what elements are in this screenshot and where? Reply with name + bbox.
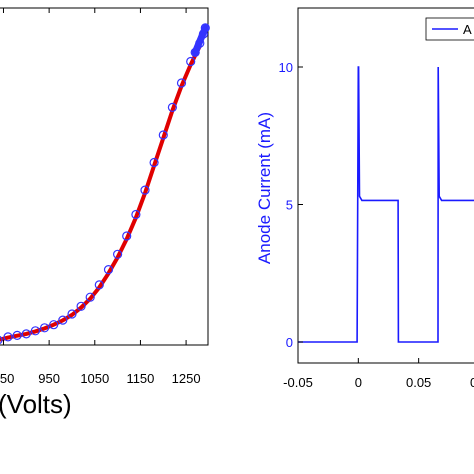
data-marker	[49, 320, 59, 330]
data-marker	[39, 323, 50, 333]
left-chart: 850 950 1050 1150 1250 (Volts)	[0, 7, 210, 419]
x-tick-label: 0	[355, 375, 362, 390]
y-tick-label: 0	[286, 335, 293, 350]
right-x-ticks: -0.05 0 0.05 0.1	[283, 358, 474, 390]
x-tick-label: 1250	[172, 371, 201, 386]
left-fit-layer	[0, 45, 202, 342]
y-tick-label: 10	[279, 60, 293, 75]
right-plot-frame	[297, 7, 474, 364]
data-marker	[21, 329, 31, 339]
data-marker	[12, 330, 22, 340]
x-tick-label: 1050	[80, 371, 109, 386]
data-marker	[112, 249, 123, 259]
right-y-ticks: 0 5 10	[279, 60, 303, 350]
data-marker	[3, 332, 13, 342]
right-chart: -0.05 0 0.05 0.1 0 5 10 Anode Current (mA) A	[255, 7, 474, 390]
x-tick-label: 1150	[126, 371, 154, 386]
data-marker	[67, 309, 77, 319]
x-tick-label: 0.1	[470, 375, 474, 390]
data-marker	[0, 335, 3, 345]
data-marker	[76, 301, 86, 311]
x-tick-label: 0.05	[406, 375, 431, 390]
data-end-cluster	[191, 24, 209, 56]
left-x-axis-label: (Volts)	[0, 389, 72, 419]
data-marker	[85, 292, 95, 302]
legend-label: A	[463, 22, 472, 37]
x-tick-label: 950	[38, 371, 60, 386]
anode-current-line	[298, 66, 474, 343]
left-plot-frame	[0, 7, 209, 346]
x-tick-label: -0.05	[283, 375, 313, 390]
right-y-axis-label: Anode Current (mA)	[255, 112, 274, 264]
x-tick-label: 850	[0, 371, 14, 386]
y-tick-label: 5	[286, 198, 293, 213]
left-markers-layer	[0, 23, 210, 345]
data-marker	[131, 209, 141, 220]
data-marker	[186, 56, 196, 67]
data-marker	[149, 157, 159, 168]
data-marker	[122, 231, 132, 241]
data-marker	[103, 265, 114, 275]
data-marker	[158, 130, 168, 140]
data-marker	[176, 78, 187, 88]
data-marker	[30, 326, 41, 336]
fit-curve	[0, 45, 202, 342]
legend: A	[425, 17, 474, 41]
data-marker	[140, 185, 150, 195]
data-marker	[58, 315, 68, 325]
data-marker	[167, 102, 177, 113]
data-marker	[94, 280, 104, 290]
left-x-ticks: 850 950 1050 1150 1250	[0, 8, 201, 386]
